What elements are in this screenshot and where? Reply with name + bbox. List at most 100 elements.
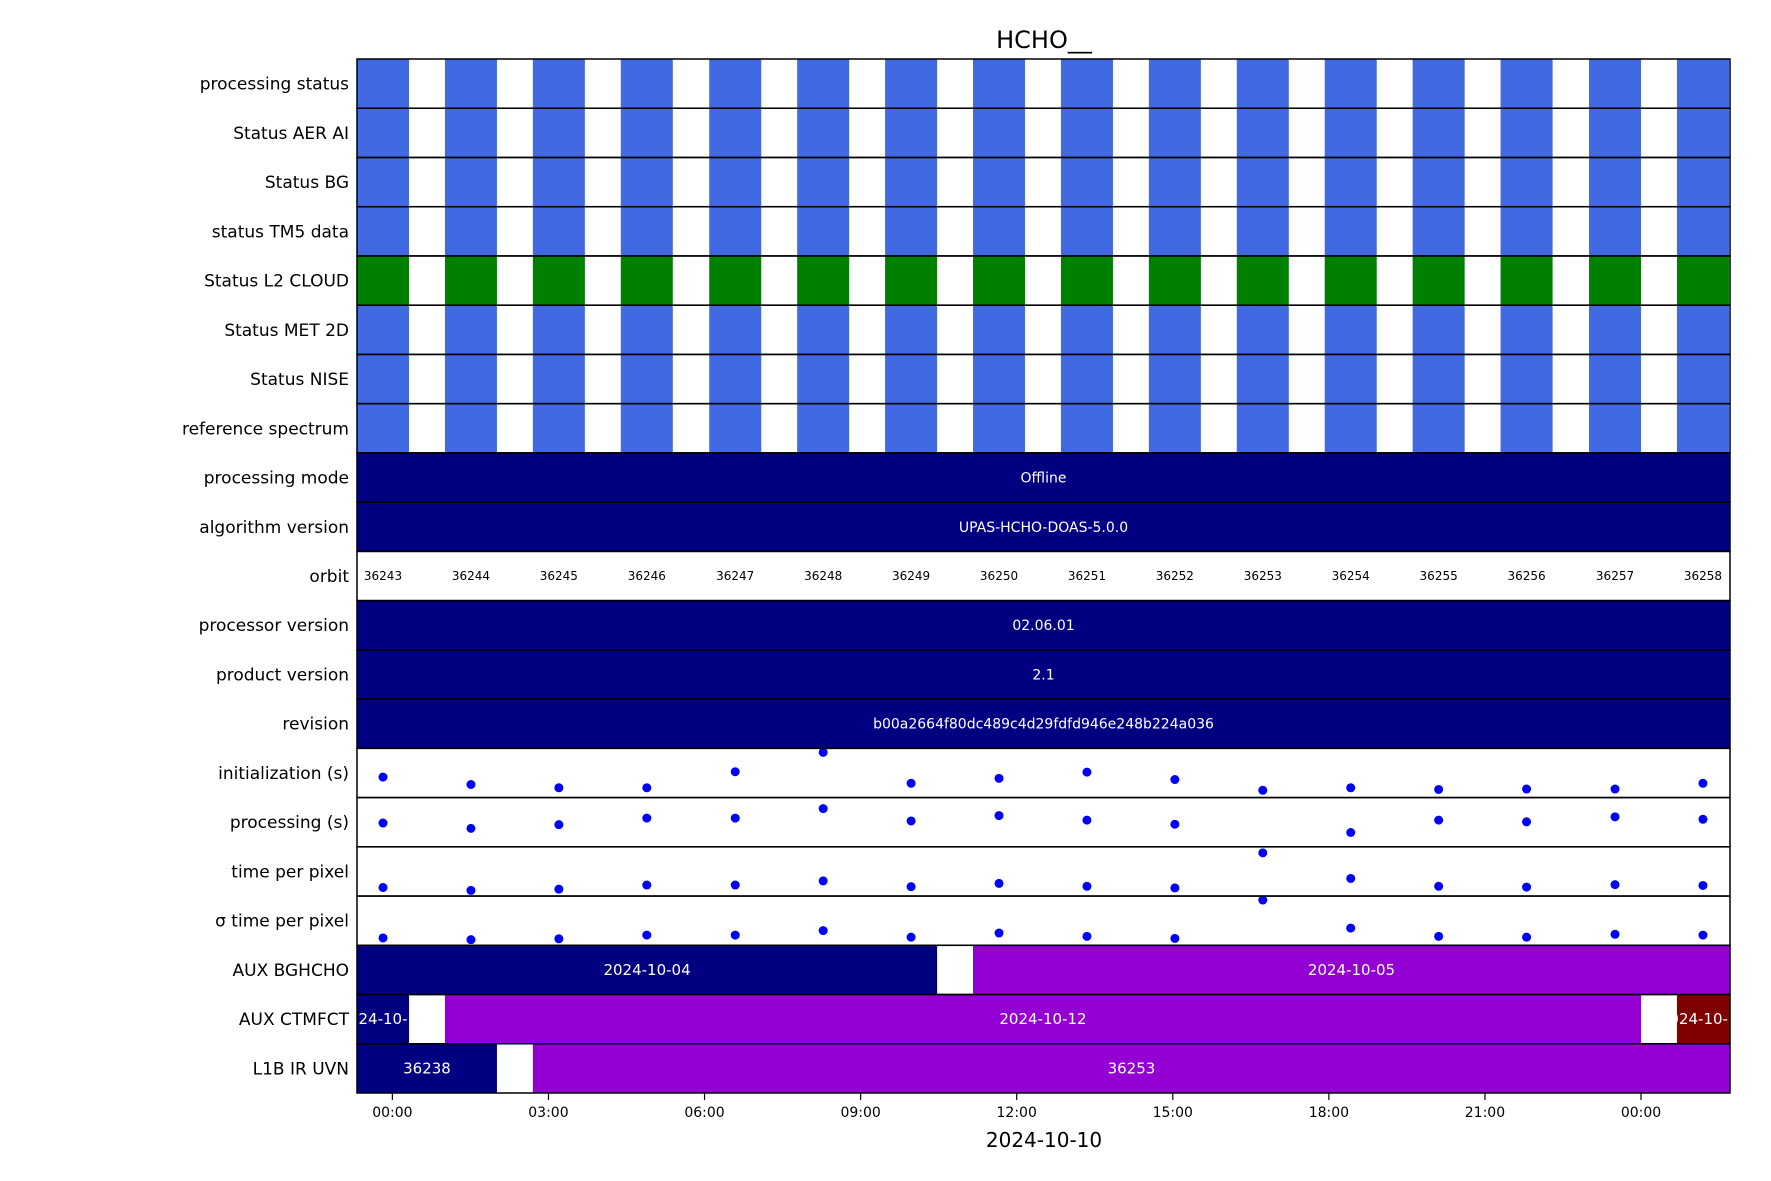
- orbit-block-36249: [885, 108, 938, 158]
- orbit-block-36257: [1589, 206, 1642, 256]
- x-tick-label: 00:00: [1621, 1105, 1661, 1121]
- x-tick-label: 09:00: [840, 1105, 880, 1121]
- orbit-number: 36254: [1332, 569, 1370, 583]
- data-point: [730, 880, 740, 890]
- orbit-block-36254: [1324, 305, 1377, 355]
- x-tick-label: 18:00: [1309, 1105, 1349, 1121]
- data-point: [642, 880, 652, 890]
- orbit-block-36243: [357, 59, 410, 109]
- orbit-block-36253: [1236, 206, 1289, 256]
- data-point: [1170, 819, 1180, 829]
- data-point: [994, 811, 1004, 821]
- data-point: [906, 932, 916, 942]
- orbit-number: 36247: [716, 569, 754, 583]
- segment-label: 2024-10-13: [1660, 1010, 1747, 1028]
- x-tick-label: 06:00: [684, 1105, 724, 1121]
- orbit-block-36254: [1324, 157, 1377, 207]
- data-point: [378, 883, 388, 893]
- orbit-block-36258: [1676, 108, 1729, 158]
- data-point: [1610, 880, 1620, 890]
- data-point: [1170, 883, 1180, 893]
- segment-label: 2024-10-11: [339, 1010, 426, 1028]
- data-point: [1082, 931, 1092, 941]
- orbit-block-36258: [1676, 157, 1729, 207]
- orbit-block-36245: [532, 354, 585, 404]
- orbit-block-36256: [1500, 255, 1553, 306]
- data-point: [1698, 880, 1708, 890]
- orbit-block-36250: [973, 59, 1026, 109]
- orbit-block-36253: [1236, 354, 1289, 404]
- orbit-block-36252: [1148, 157, 1201, 207]
- data-point: [1434, 931, 1444, 941]
- full-bar: [357, 452, 1730, 503]
- orbit-block-36248: [797, 157, 850, 207]
- data-point: [1258, 848, 1268, 858]
- full-bar: [357, 699, 1730, 749]
- orbit-block-36249: [885, 157, 938, 207]
- row-aux-ctmfct: 2024-10-11 2024-10-12 2024-10-13: [339, 994, 1747, 1044]
- data-point: [1170, 775, 1180, 785]
- data-point: [1082, 767, 1092, 777]
- orbit-block-36255: [1412, 59, 1465, 109]
- orbit-block-36257: [1589, 59, 1642, 109]
- orbit-number: 36248: [804, 569, 842, 583]
- orbit-block-36253: [1236, 108, 1289, 158]
- row-status-nise: [357, 354, 1729, 404]
- orbit-block-36250: [973, 206, 1026, 256]
- data-point: [1698, 778, 1708, 788]
- orbit-block-36247: [709, 305, 762, 355]
- segment-label: 2024-10-04: [603, 961, 690, 979]
- orbit-block-36250: [973, 108, 1026, 158]
- orbit-block-36246: [620, 59, 673, 109]
- data-point: [1610, 812, 1620, 822]
- row-processing-mode: Offline: [357, 452, 1730, 503]
- orbit-block-36255: [1412, 305, 1465, 355]
- data-point: [1522, 784, 1532, 794]
- orbit-block-36251: [1060, 403, 1113, 453]
- row-borders: [356, 58, 1731, 1094]
- segment-label: 36253: [1108, 1059, 1156, 1077]
- orbit-block-36244: [444, 305, 497, 355]
- orbit-block-36247: [709, 206, 762, 256]
- bar-label: UPAS-HCHO-DOAS-5.0.0: [959, 520, 1128, 536]
- orbit-block-36247: [709, 403, 762, 453]
- segment-bar: [357, 945, 938, 995]
- orbit-block-36251: [1060, 255, 1113, 306]
- orbit-block-36252: [1148, 305, 1201, 355]
- data-point: [818, 804, 828, 814]
- orbit-block-36254: [1324, 108, 1377, 158]
- orbit-block-36258: [1676, 403, 1729, 453]
- data-point: [994, 773, 1004, 783]
- orbit-number: 36252: [1156, 569, 1194, 583]
- segment-bar: [357, 1043, 497, 1093]
- row-status-l2-cloud: [357, 255, 1729, 306]
- orbit-block-36256: [1500, 157, 1553, 207]
- orbit-block-36244: [444, 108, 497, 158]
- orbit-block-36245: [532, 403, 585, 453]
- data-point: [818, 747, 828, 757]
- x-tick-label: 21:00: [1465, 1105, 1505, 1121]
- data-point: [1082, 881, 1092, 891]
- row-label: status TM5 data: [212, 222, 349, 242]
- bar-label: 02.06.01: [1012, 618, 1074, 634]
- row-initialization-s: [378, 747, 1708, 795]
- data-point: [1434, 881, 1444, 891]
- orbit-block-36245: [532, 59, 585, 109]
- orbit-block-36257: [1589, 255, 1642, 306]
- orbit-block-36246: [620, 108, 673, 158]
- orbit-block-36250: [973, 255, 1026, 306]
- segment-label: 2024-10-12: [999, 1010, 1086, 1028]
- orbit-block-36249: [885, 255, 938, 306]
- row-label: Status NISE: [250, 370, 349, 390]
- orbit-block-36255: [1412, 354, 1465, 404]
- segment-bar: [532, 1043, 1730, 1093]
- row-label: revision: [282, 715, 349, 735]
- orbit-block-36252: [1148, 108, 1201, 158]
- orbit-number: 36253: [1244, 569, 1282, 583]
- orbit-block-36254: [1324, 59, 1377, 109]
- data-point: [906, 816, 916, 826]
- orbit-block-36251: [1060, 59, 1113, 109]
- orbit-number: 36246: [628, 569, 666, 583]
- data-point: [466, 935, 476, 945]
- data-point: [906, 778, 916, 788]
